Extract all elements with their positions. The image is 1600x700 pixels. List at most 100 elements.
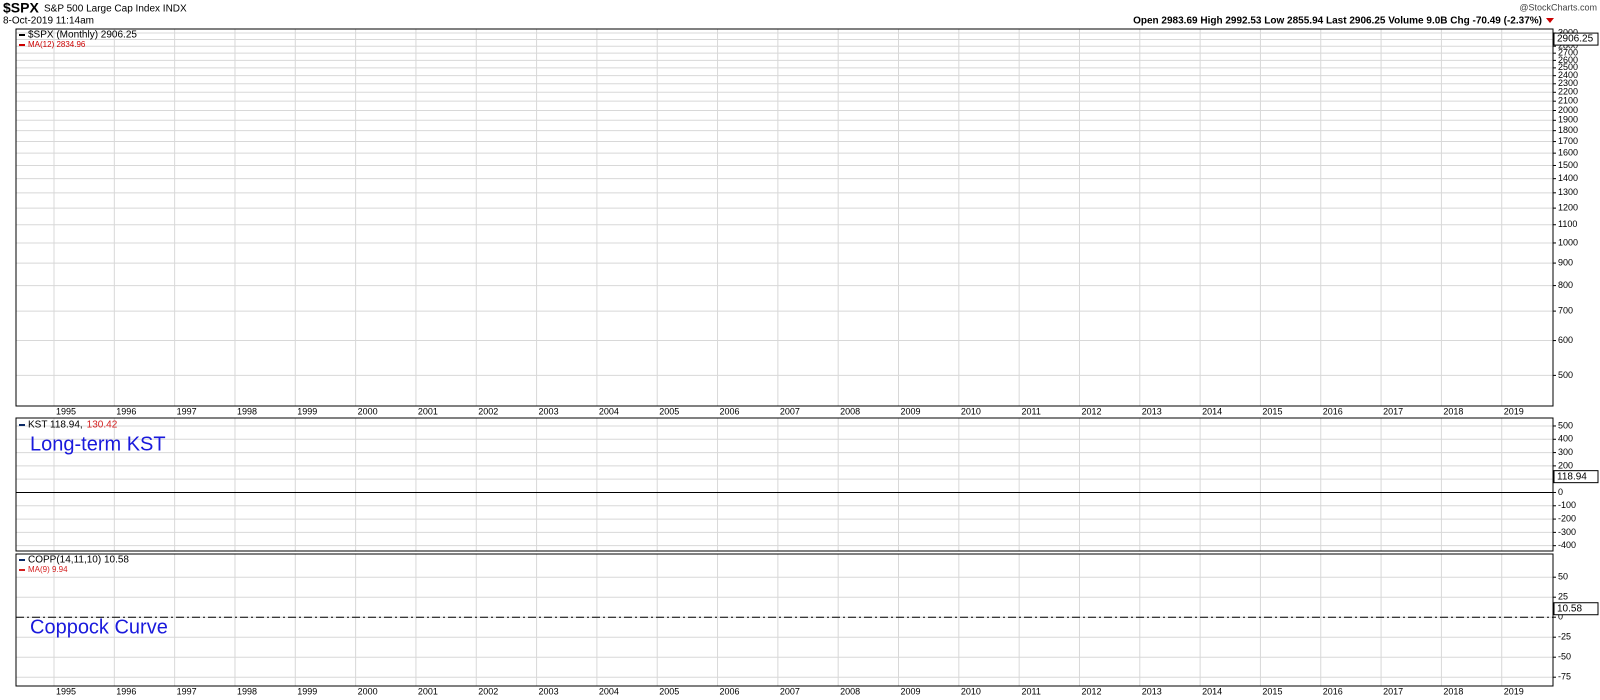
y-tick-label: 2500	[1558, 62, 1578, 72]
y-tick-label: 25	[1558, 592, 1568, 602]
x-tick-label: 1995	[56, 686, 76, 696]
y-tick-label: 1500	[1558, 160, 1578, 170]
x-tick-label: 1996	[116, 406, 136, 416]
symbol: $SPX	[3, 0, 39, 16]
x-tick-label: 2003	[539, 686, 559, 696]
x-tick-label: 2017	[1383, 686, 1403, 696]
x-tick-label: 2007	[780, 686, 800, 696]
x-tick-label: 2013	[1142, 686, 1162, 696]
x-tick-label: 2008	[840, 686, 860, 696]
legend-label: MA(12) 2834.96	[28, 40, 86, 49]
y-tick-label: -200	[1558, 513, 1576, 523]
y-tick-label: -75	[1558, 672, 1571, 682]
x-tick-label: 1999	[297, 406, 317, 416]
y-tick-label: 1000	[1558, 237, 1578, 247]
legend-label: COPP(14,11,10) 10.58	[28, 555, 129, 566]
y-tick-label: 2700	[1558, 48, 1578, 58]
y-tick-label: -300	[1558, 527, 1576, 537]
x-tick-label: 2001	[418, 406, 438, 416]
y-tick-label: -100	[1558, 500, 1576, 510]
x-tick-label: 2012	[1081, 406, 1101, 416]
annotation: Coppock Curve	[30, 616, 168, 638]
panel-background	[16, 554, 1553, 686]
x-tick-label: 2004	[599, 686, 619, 696]
x-tick-label: 2015	[1262, 686, 1282, 696]
x-tick-label: 2010	[961, 406, 981, 416]
y-tick-label: 1700	[1558, 136, 1578, 146]
quote: Open 2983.69 High 2992.53 Low 2855.94 La…	[1133, 16, 1542, 27]
x-tick-label: 1999	[297, 686, 317, 696]
panel-background	[16, 29, 1553, 406]
last-value-label: 118.94	[1557, 471, 1587, 482]
x-tick-label: 1998	[237, 406, 257, 416]
x-tick-label: 2009	[900, 406, 920, 416]
y-tick-label: 2100	[1558, 96, 1578, 106]
y-tick-label: 900	[1558, 257, 1573, 267]
x-tick-label: 2012	[1081, 686, 1101, 696]
last-value-box	[1553, 602, 1599, 616]
y-tick-label: 1900	[1558, 115, 1578, 125]
x-tick-label: 2008	[840, 406, 860, 416]
x-tick-label: 2011	[1021, 686, 1040, 696]
legend-label: $SPX (Monthly) 2906.25	[28, 30, 137, 41]
annotation: Long-term KST	[30, 433, 166, 455]
x-tick-label: 2015	[1262, 406, 1282, 416]
legend-label: MA(9) 9.94	[28, 565, 68, 574]
y-tick-label: 2600	[1558, 55, 1578, 65]
x-tick-label: 2016	[1323, 686, 1343, 696]
x-tick-label: 1997	[177, 406, 197, 416]
y-tick-label: 300	[1558, 447, 1573, 457]
y-tick-label: 400	[1558, 434, 1573, 444]
panel-background	[16, 418, 1553, 551]
x-tick-label: 2002	[478, 686, 498, 696]
x-tick-label: 2017	[1383, 406, 1403, 416]
down-arrow	[1546, 18, 1554, 23]
y-tick-label: -25	[1558, 632, 1571, 642]
y-tick-label: 1300	[1558, 187, 1578, 197]
x-tick-label: 2007	[780, 406, 800, 416]
y-tick-label: 1200	[1558, 202, 1578, 212]
y-tick-label: 1100	[1558, 219, 1577, 229]
y-tick-label: 200	[1558, 460, 1573, 470]
x-tick-label: 2014	[1202, 406, 1222, 416]
x-tick-label: 2014	[1202, 686, 1222, 696]
date: 8-Oct-2019 11:14am	[3, 16, 94, 27]
panel-border	[15, 553, 1554, 687]
x-tick-label: 2006	[720, 686, 740, 696]
y-tick-label: 0	[1558, 612, 1563, 622]
x-tick-label: 2002	[478, 406, 498, 416]
last-value-label: 10.58	[1557, 603, 1582, 614]
panel-border	[15, 28, 1554, 407]
y-tick-label: 50	[1558, 572, 1568, 582]
x-tick-label: 2018	[1443, 686, 1463, 696]
y-tick-label: 700	[1558, 305, 1573, 315]
y-tick-label: -400	[1558, 540, 1576, 550]
x-tick-label: 2006	[720, 406, 740, 416]
x-tick-label: 2018	[1443, 406, 1463, 416]
x-tick-label: 2005	[659, 406, 679, 416]
x-tick-label: 1996	[116, 686, 136, 696]
x-tick-label: 2000	[358, 686, 378, 696]
y-tick-label: 500	[1558, 420, 1573, 430]
panel-border	[15, 417, 1554, 552]
y-tick-label: 1800	[1558, 125, 1578, 135]
y-tick-label: 1400	[1558, 173, 1578, 183]
y-tick-label: 0	[1558, 487, 1563, 497]
last-value-box	[1553, 32, 1599, 46]
x-tick-label: 2009	[900, 686, 920, 696]
y-tick-label: 1600	[1558, 148, 1578, 158]
x-tick-label: 2001	[418, 686, 438, 696]
symbol-name: S&P 500 Large Cap Index INDX	[44, 4, 187, 15]
y-tick-label: 2000	[1558, 105, 1578, 115]
credit: @StockCharts.com	[1519, 2, 1597, 12]
x-tick-label: 1997	[177, 686, 197, 696]
x-tick-label: 2016	[1323, 406, 1343, 416]
x-tick-label: 2011	[1021, 406, 1040, 416]
y-tick-label: 2300	[1558, 78, 1578, 88]
x-tick-label: 2005	[659, 686, 679, 696]
x-tick-label: 2019	[1504, 406, 1524, 416]
x-tick-label: 1998	[237, 686, 257, 696]
y-tick-label: 2400	[1558, 70, 1578, 80]
